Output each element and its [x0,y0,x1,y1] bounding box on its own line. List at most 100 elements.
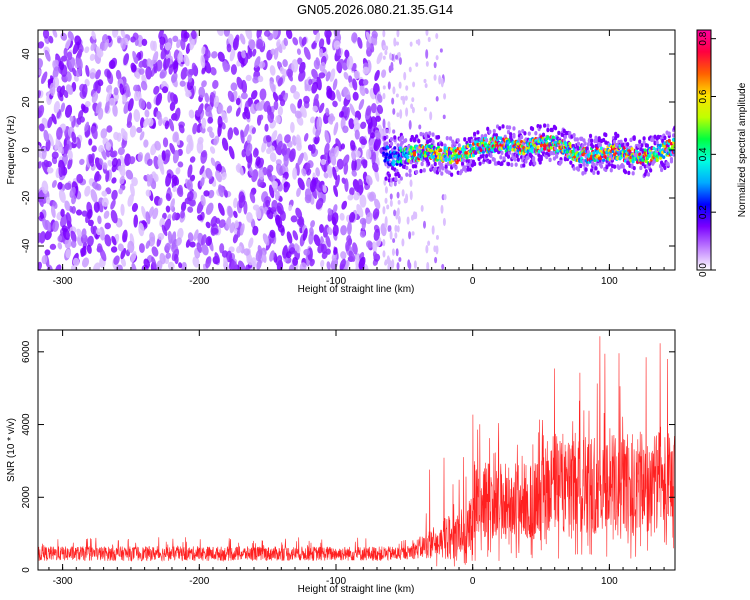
noise-blob [71,131,77,143]
noise-blob [303,248,310,256]
transition-blob [435,235,439,240]
noise-blob [297,152,304,166]
noise-blob [295,137,300,145]
noise-blob [115,264,123,270]
signal-halo [612,139,617,145]
signal-halo [612,164,617,169]
spectrogram-y-label: Frequency (Hz) [6,116,17,185]
signal-halo [660,167,664,173]
noise-blob [219,243,225,254]
noise-blob [189,174,196,182]
noise-blob [180,67,188,80]
noise-blob [119,83,125,96]
noise-blob [277,224,285,233]
noise-blob [57,181,63,190]
noise-blob [333,247,338,256]
noise-blob [327,164,334,177]
signal-halo [440,171,444,176]
transition-blob [391,259,395,269]
noise-blob [65,212,72,225]
noise-blob [286,68,294,78]
snr-frame [37,329,676,571]
signal-halo [585,146,589,151]
signal-halo [410,134,414,140]
noise-blob [157,232,165,241]
noise-blob [159,69,167,79]
transition-blob [409,179,413,187]
noise-blob [171,72,178,83]
noise-blob [316,116,323,131]
signal-halo [632,165,636,171]
signal-halo [569,160,573,165]
signal-halo [396,143,400,148]
noise-blob [263,100,271,112]
noise-blob [210,216,218,227]
signal-halo [431,132,435,137]
signal-halo [394,177,398,182]
noise-blob [44,230,52,241]
noise-blob [165,173,172,187]
transition-blob [440,204,444,214]
noise-blob [241,79,248,94]
noise-blob [218,184,224,198]
noise-blob [110,209,118,224]
noise-blob [296,187,301,198]
signal-halo [512,134,516,139]
noise-blob [353,180,360,192]
noise-blob [252,76,260,84]
noise-blob [95,101,102,114]
noise-blob [276,39,281,47]
noise-blob [351,169,357,177]
signal-core [536,145,540,149]
noise-blob [76,173,84,184]
noise-blob [153,85,160,95]
noise-blob [145,189,152,197]
noise-blob [274,190,280,201]
noise-blob [243,124,250,138]
noise-blob [113,131,119,141]
noise-blob [360,121,367,130]
noise-blob [328,147,336,158]
signal-halo [415,169,419,175]
noise-blob [269,145,275,152]
signal-halo [512,126,516,131]
noise-blob [146,173,153,187]
noise-blob [38,232,42,244]
noise-blob [251,90,258,100]
signal-halo [576,141,581,147]
noise-blob [170,198,175,211]
noise-blob [359,217,367,225]
signal-core [384,156,388,160]
spectrogram-x-tick-label: -300 [53,276,73,287]
spectrogram-y-tick-label: 40 [21,48,32,60]
transition-blob [439,48,443,53]
noise-blob [323,172,329,179]
noise-blob [176,39,182,49]
noise-blob [196,140,204,154]
noise-blob [273,100,279,111]
noise-blob [65,84,74,95]
signal-halo [492,128,496,134]
signal-halo [563,134,567,140]
noise-blob [277,77,284,87]
transition-blob [408,231,412,240]
noise-blob [165,149,171,158]
noise-blob [255,102,263,111]
noise-blob [165,252,172,259]
signal-halo [642,136,646,141]
noise-blob [292,230,299,241]
noise-blob [41,161,49,175]
noise-blob [375,115,381,122]
noise-blob [313,59,320,70]
signal-halo [557,130,561,136]
snr-y-ticks: 0 2000 4000 6000 [21,340,675,573]
noise-blob [45,196,51,205]
noise-blob [290,121,295,134]
spectrogram-y-tick-label: 0 [21,147,32,153]
noise-blob [205,202,214,215]
noise-blob [284,134,291,144]
noise-blob [62,228,71,241]
noise-blob [140,80,148,91]
noise-blob [372,251,378,260]
noise-blob [277,140,283,150]
